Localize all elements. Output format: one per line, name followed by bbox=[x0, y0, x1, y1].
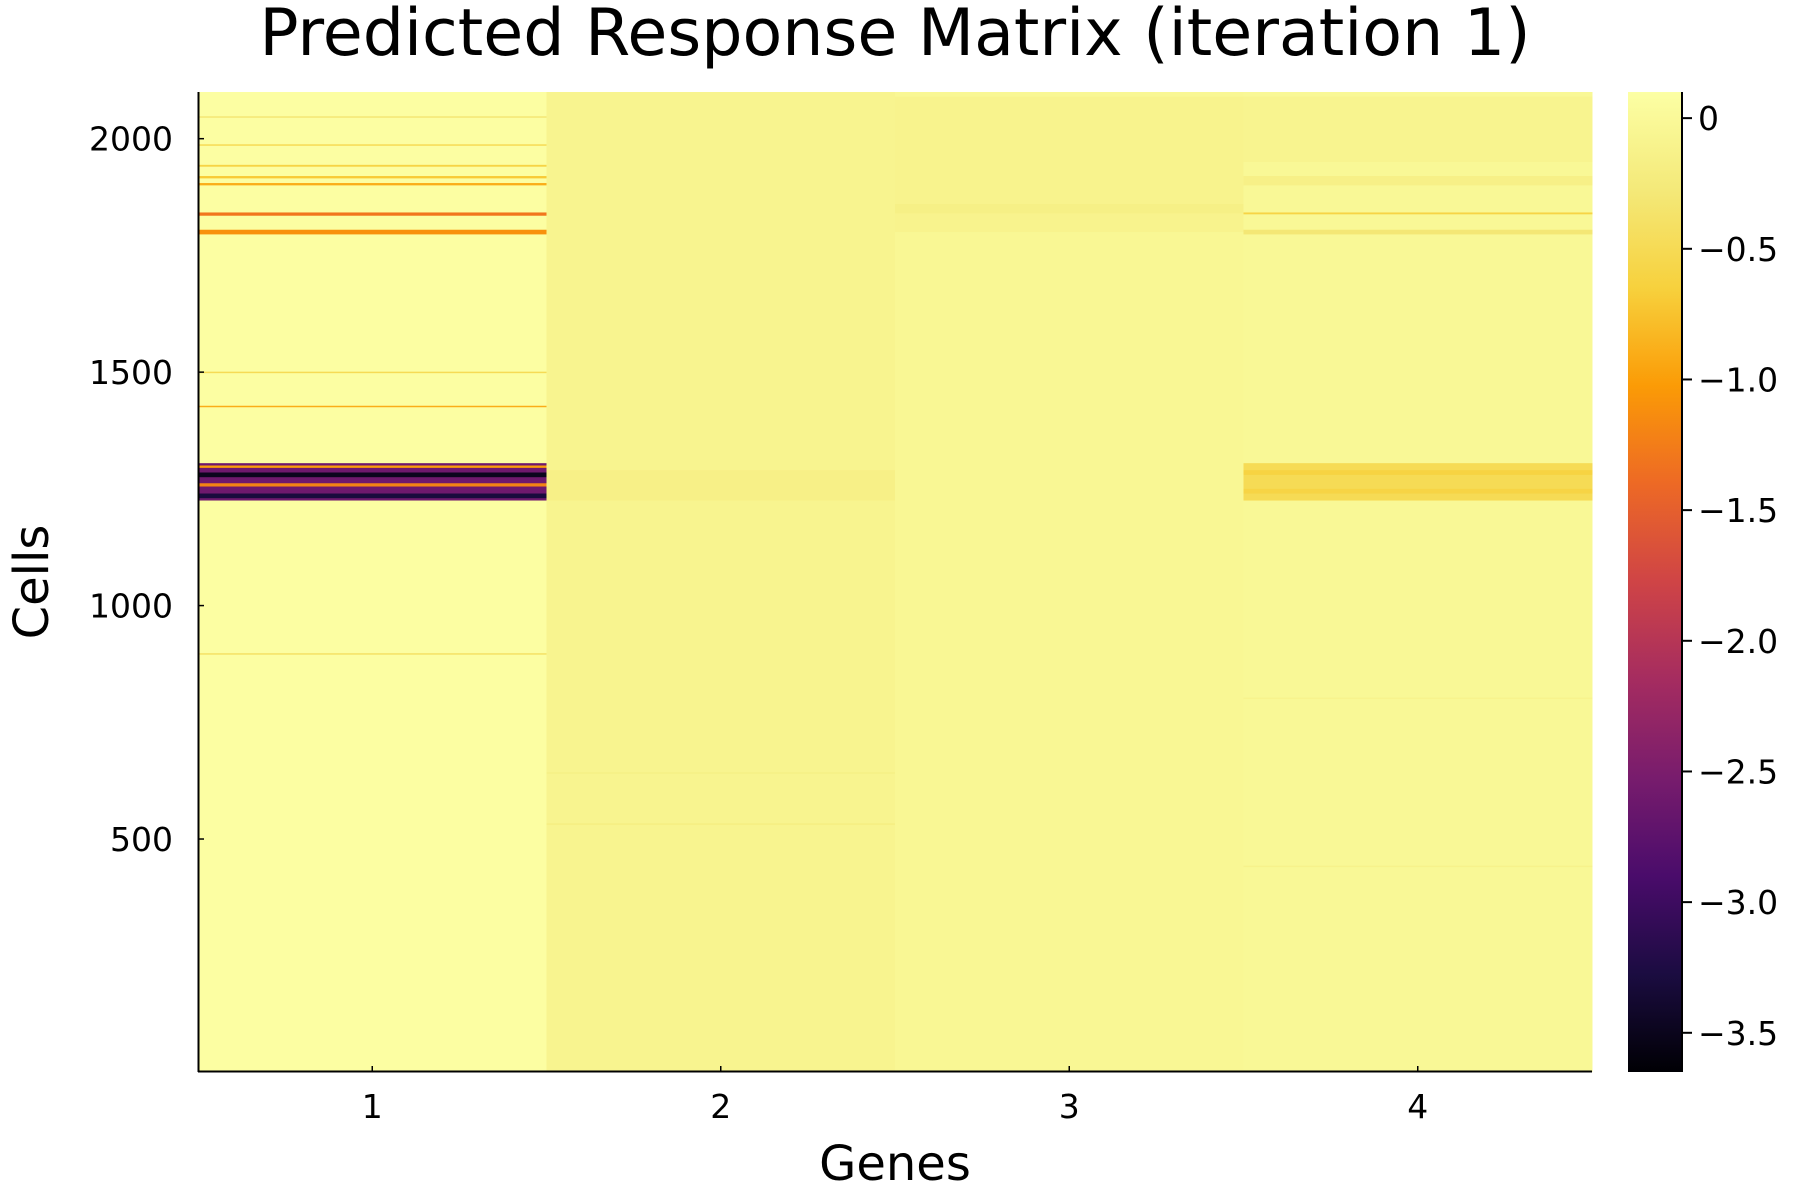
heatmap-column-2 bbox=[546, 92, 896, 1072]
colorbar-tick-label: −0.5 bbox=[1698, 230, 1778, 269]
heatmap-band-1-10 bbox=[198, 144, 547, 146]
colorbar-tick-label: −3.5 bbox=[1698, 1014, 1778, 1053]
chart-title: Predicted Response Matrix (iteration 1) bbox=[259, 0, 1530, 71]
heatmap-band-1-6 bbox=[198, 212, 547, 216]
heatmap-cells bbox=[198, 92, 1593, 1072]
colorbar bbox=[1628, 92, 1682, 1072]
heatmap-band-4-8 bbox=[1243, 697, 1593, 700]
y-tick-label: 1000 bbox=[89, 587, 173, 626]
heatmap-band-1-8 bbox=[198, 176, 547, 179]
colorbar-tick-label: −2.5 bbox=[1698, 752, 1778, 791]
heatmap-band-1-13 bbox=[198, 371, 547, 374]
heatmap-band-4-3 bbox=[1243, 229, 1593, 235]
x-tick-label: 1 bbox=[362, 1087, 383, 1126]
colorbar-tick-label: −3.0 bbox=[1698, 883, 1778, 922]
heatmap-band-1-4 bbox=[198, 465, 547, 468]
heatmap-band-1-3 bbox=[198, 472, 547, 478]
heatmap-band-4-0 bbox=[1243, 463, 1593, 501]
x-axis-title: Genes bbox=[819, 1136, 971, 1192]
colorbar-tick-label: −1.0 bbox=[1698, 360, 1778, 399]
heatmap-column-4 bbox=[1243, 92, 1593, 1072]
heatmap-band-4-2 bbox=[1243, 470, 1593, 475]
heatmap-band-2-1 bbox=[546, 823, 896, 826]
heatmap-band-1-14 bbox=[198, 653, 547, 655]
heatmap-band-1-11 bbox=[198, 116, 547, 118]
heatmap-band-4-4 bbox=[1243, 212, 1593, 215]
heatmap-band-4-5 bbox=[1243, 176, 1593, 186]
heatmap-band-1-7 bbox=[198, 183, 547, 186]
heatmap-band-4-7 bbox=[1243, 865, 1593, 868]
heatmap-column-1 bbox=[198, 92, 547, 1072]
colorbar-tick-label: −2.0 bbox=[1698, 622, 1778, 661]
y-tick-label: 500 bbox=[110, 820, 173, 859]
y-tick-labels: 500 1000 1500 2000 bbox=[89, 120, 204, 859]
heatmap-band-4-6 bbox=[1243, 96, 1593, 163]
colorbar-tick-label: 0 bbox=[1698, 99, 1719, 138]
heatmap-band-1-9 bbox=[198, 164, 547, 167]
x-tick-label: 4 bbox=[1407, 1087, 1428, 1126]
heatmap-band-1-2 bbox=[198, 483, 547, 487]
x-tick-labels: 1 2 3 4 bbox=[362, 1066, 1428, 1126]
heatmap-band-1-12 bbox=[198, 405, 547, 408]
colorbar-tick-label: −1.5 bbox=[1698, 491, 1778, 530]
heatmap-band-1-1 bbox=[198, 493, 547, 499]
heatmap-column-3 bbox=[895, 92, 1244, 1072]
heatmap-band-2-2 bbox=[546, 772, 896, 774]
y-axis-title: Cells bbox=[4, 525, 60, 640]
heatmap-band-1-5 bbox=[198, 229, 547, 235]
y-tick-label: 1500 bbox=[89, 353, 173, 392]
heatmap-band-3-1 bbox=[895, 204, 1244, 214]
x-tick-label: 2 bbox=[710, 1087, 731, 1126]
colorbar-tick-labels: 0 −0.5 −1.0 −1.5 −2.0 −2.5 −3.0 −3.5 bbox=[1682, 99, 1778, 1053]
y-tick-label: 2000 bbox=[89, 120, 173, 159]
heatmap-band-2-0 bbox=[546, 470, 896, 501]
x-tick-label: 3 bbox=[1059, 1087, 1080, 1126]
heatmap-band-4-1 bbox=[1243, 488, 1593, 494]
